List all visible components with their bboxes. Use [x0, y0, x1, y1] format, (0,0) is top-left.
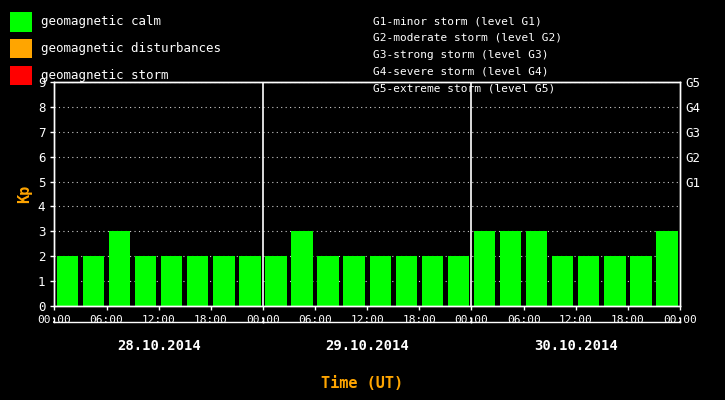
Bar [109, 231, 130, 306]
Bar [344, 256, 365, 306]
Text: geomagnetic calm: geomagnetic calm [41, 16, 161, 28]
Text: 28.10.2014: 28.10.2014 [117, 339, 201, 353]
Bar [396, 256, 417, 306]
Bar [291, 231, 312, 306]
Text: geomagnetic storm: geomagnetic storm [41, 69, 168, 82]
Text: G5-extreme storm (level G5): G5-extreme storm (level G5) [373, 83, 555, 93]
Text: 29.10.2014: 29.10.2014 [326, 339, 409, 353]
Bar [552, 256, 573, 306]
Bar [370, 256, 391, 306]
Bar [161, 256, 183, 306]
Bar [239, 256, 260, 306]
Text: G4-severe storm (level G4): G4-severe storm (level G4) [373, 66, 549, 76]
Text: G2-moderate storm (level G2): G2-moderate storm (level G2) [373, 33, 563, 43]
Text: G3-strong storm (level G3): G3-strong storm (level G3) [373, 50, 549, 60]
Bar [656, 231, 678, 306]
Bar [448, 256, 469, 306]
Bar [500, 231, 521, 306]
Bar [265, 256, 286, 306]
Bar [318, 256, 339, 306]
Text: 30.10.2014: 30.10.2014 [534, 339, 618, 353]
Bar [57, 256, 78, 306]
Bar [578, 256, 600, 306]
Bar [526, 231, 547, 306]
Bar [83, 256, 104, 306]
Bar [474, 231, 495, 306]
Bar [630, 256, 652, 306]
Bar [213, 256, 234, 306]
Y-axis label: Kp: Kp [17, 185, 33, 203]
Bar [422, 256, 443, 306]
Bar [135, 256, 157, 306]
Text: geomagnetic disturbances: geomagnetic disturbances [41, 42, 220, 55]
Text: G1-minor storm (level G1): G1-minor storm (level G1) [373, 16, 542, 26]
Bar [604, 256, 626, 306]
Text: Time (UT): Time (UT) [321, 376, 404, 391]
Bar [187, 256, 209, 306]
